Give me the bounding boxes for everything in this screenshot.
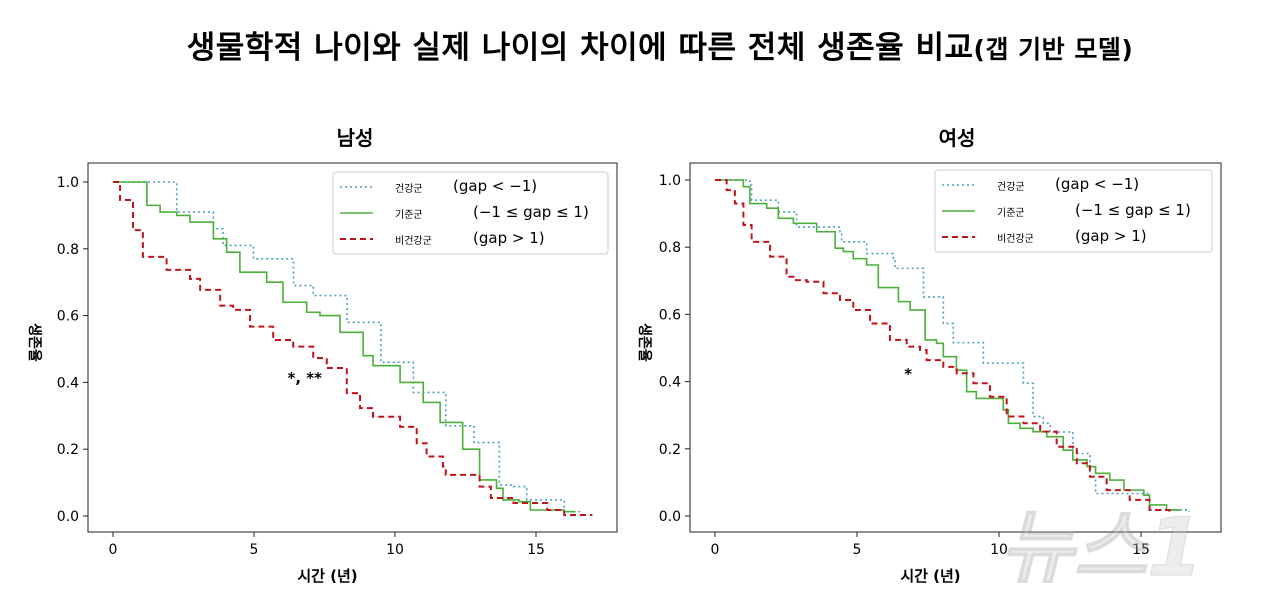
y-tick-label: 0.2 (659, 442, 681, 458)
watermark-text: 뉴스1 (1000, 501, 1203, 594)
main-title-text: 생물학적 나이와 실제 나이의 차이에 따른 전체 생존율 비교 (186, 30, 974, 66)
legend: 건강군 (gap < −1) 기준군 (−1 ≤ gap ≤ 1) 비건강군 (gap >… (332, 171, 609, 255)
legend-label: 건강군 (395, 183, 423, 195)
significance-annotation: *, ** (288, 369, 323, 387)
series-line-healthy (715, 179, 1191, 512)
legend-condition: (gap > 1) (1075, 227, 1147, 245)
legend: 건강군 (gap < −1) 기준군 (−1 ≤ gap ≤ 1) 비건강군 (gap >… (934, 169, 1213, 253)
subplot-female: 여성 0 5 10 15 0.0 0.2 0.4 0.6 0.8 1.0 시간 (년) 생존율 * 건강군 (… (636, 126, 1222, 585)
legend-label: 비건강군 (997, 233, 1034, 245)
x-tick-label: 10 (990, 542, 1008, 558)
legend-box (332, 171, 609, 255)
legend-condition: (gap < −1) (453, 177, 537, 195)
series-line-reference (715, 179, 1181, 511)
y-tick-label: 0.4 (659, 375, 681, 391)
y-tick-label: 0.6 (659, 307, 681, 323)
series-line-unhealthy (113, 181, 593, 516)
x-axis-label: 시간 (년) (297, 567, 357, 585)
x-tick-label: 5 (250, 542, 259, 558)
x-tick-label: 15 (1132, 542, 1150, 558)
y-tick-label: 0.8 (57, 242, 79, 258)
y-tick-label: 1.0 (57, 175, 79, 191)
legend-label: 건강군 (997, 181, 1025, 193)
y-tick-label: 0.0 (57, 509, 79, 525)
watermark-logo: 뉴스1 (1000, 501, 1204, 595)
series-line-reference (113, 181, 576, 513)
axes-frame (87, 162, 618, 533)
y-tick-label: 0.8 (659, 240, 681, 256)
y-tick-label: 0.4 (57, 375, 79, 391)
main-title-suffix: (갭 기반 모델) (973, 35, 1134, 64)
x-axis-label: 시간 (년) (900, 567, 960, 585)
y-axis-label: 생존율 (26, 323, 43, 362)
x-tick-label: 15 (527, 542, 545, 558)
series-line-healthy (113, 181, 582, 513)
axes-frame (689, 162, 1222, 533)
x-tick-label: 10 (386, 542, 404, 558)
legend-label: 기준군 (997, 207, 1025, 219)
y-axis-label: 생존율 (636, 323, 653, 362)
series-line-unhealthy (715, 179, 1171, 515)
legend-condition: (gap < −1) (1055, 175, 1139, 193)
y-tick-label: 0.0 (659, 509, 681, 525)
subplot-male: 남성 0 5 10 15 0.0 0.2 0.4 0.6 0.8 1.0 시간 (년) 생존율 *, **… (26, 126, 618, 585)
legend-label: 기준군 (395, 209, 423, 221)
legend-condition: (−1 ≤ gap ≤ 1) (1075, 201, 1191, 219)
legend-condition: (−1 ≤ gap ≤ 1) (473, 203, 589, 221)
x-tick-label: 0 (711, 542, 720, 558)
x-tick-label: 5 (853, 542, 862, 558)
y-tick-label: 0.2 (57, 442, 79, 458)
legend-box (934, 169, 1213, 253)
significance-annotation: * (904, 365, 912, 383)
x-tick-label: 0 (109, 542, 118, 558)
legend-condition: (gap > 1) (473, 229, 545, 247)
y-tick-label: 1.0 (659, 173, 681, 189)
main-title: 생물학적 나이와 실제 나이의 차이에 따른 전체 생존율 비교(갭 기반 모델… (0, 22, 1271, 67)
legend-label: 비건강군 (395, 235, 432, 247)
y-tick-label: 0.6 (57, 309, 79, 325)
subplot-title: 남성 (337, 126, 374, 150)
subplot-title: 여성 (939, 126, 976, 150)
